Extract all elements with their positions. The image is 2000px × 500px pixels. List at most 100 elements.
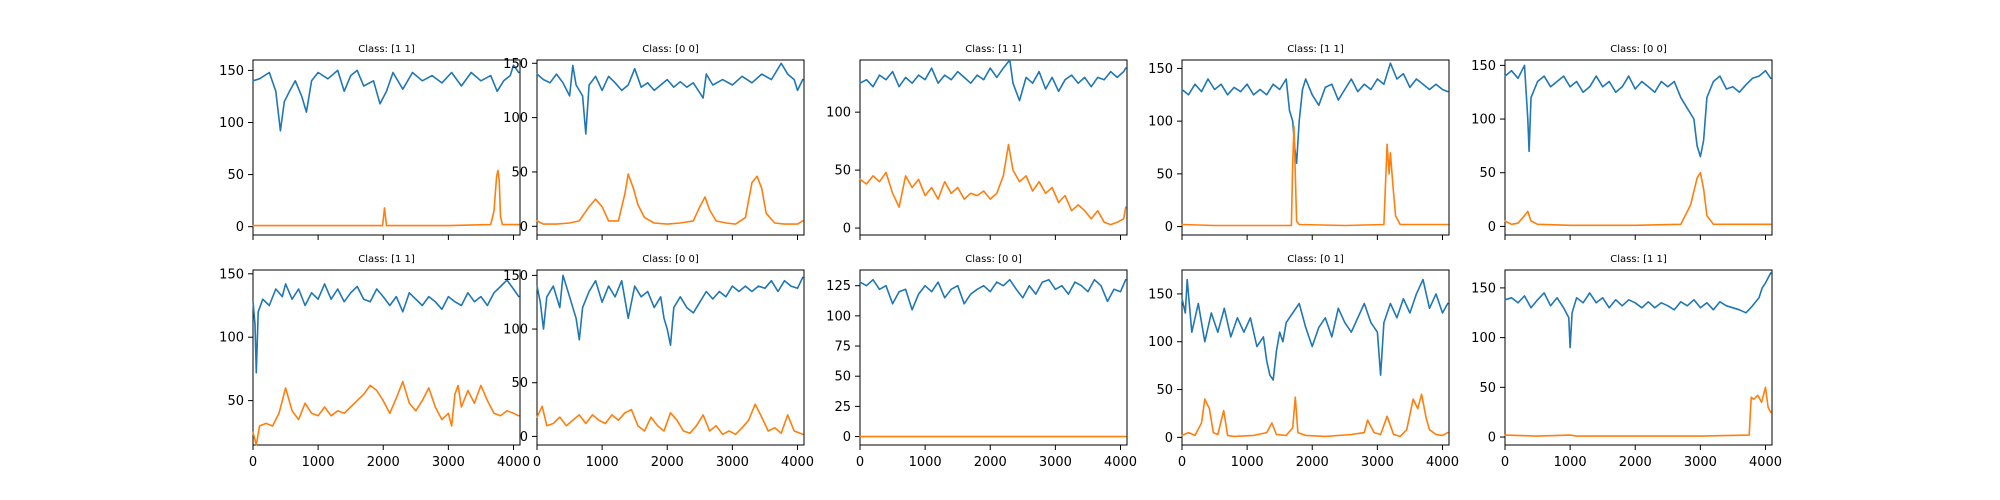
series-line-blue xyxy=(1504,272,1772,349)
subplot-10: Class: [1 1] 0 50 100 150 0 1000 2000 3000 4000 xyxy=(1471,254,1782,470)
x-tick-label: 4000 xyxy=(497,455,530,470)
y-tick-label: 50 xyxy=(511,165,528,180)
x-tick-label: 0 xyxy=(1178,455,1186,470)
series-line-blue xyxy=(252,279,520,374)
plot-frame xyxy=(536,269,805,446)
series-line-orange xyxy=(1181,125,1449,227)
x-tick-label: 4000 xyxy=(1104,455,1137,470)
y-tick-label: 0 xyxy=(1165,220,1173,235)
y-tick-label: 50 xyxy=(511,376,528,391)
series-line-blue xyxy=(536,62,804,135)
subplot-title: Class: [0 0] xyxy=(965,254,1022,265)
y-tick-label: 150 xyxy=(1471,281,1496,296)
x-tick-label: 3000 xyxy=(716,455,749,470)
subplot-1: Class: [1 1] 0 50 100 150 xyxy=(219,44,521,240)
subplot-title: Class: [0 0] xyxy=(642,44,699,55)
y-tick-label: 150 xyxy=(1148,287,1173,302)
y-tick-label: 125 xyxy=(826,279,851,294)
y-tick-label: 50 xyxy=(1156,383,1173,398)
y-tick-label: 100 xyxy=(219,331,244,346)
series-line-orange xyxy=(252,169,520,227)
subplot-title: Class: [1 1] xyxy=(358,254,415,265)
y-tick-label: 100 xyxy=(1471,331,1496,346)
subplot-4: Class: [1 1] 0 50 100 150 xyxy=(1148,44,1450,240)
y-tick-label: 50 xyxy=(227,394,244,409)
x-tick-label: 0 xyxy=(1501,455,1509,470)
subplot-title: Class: [1 1] xyxy=(358,44,415,55)
y-tick-label: 50 xyxy=(834,370,851,385)
y-tick-label: 0 xyxy=(1488,431,1496,446)
y-tick-label: 100 xyxy=(503,111,528,126)
series-line-blue xyxy=(536,274,804,346)
series-line-orange xyxy=(1504,386,1772,437)
x-tick-label: 2000 xyxy=(1619,455,1652,470)
y-tick-label: 50 xyxy=(1479,166,1496,181)
x-tick-label: 1000 xyxy=(1554,455,1587,470)
x-tick-label: 0 xyxy=(856,455,864,470)
subplot-title: Class: [1 1] xyxy=(1610,254,1667,265)
y-tick-label: 0 xyxy=(520,220,528,235)
series-line-orange xyxy=(859,143,1127,226)
series-line-orange xyxy=(1181,393,1449,438)
x-tick-label: 0 xyxy=(533,455,541,470)
x-tick-label: 4000 xyxy=(781,455,814,470)
y-tick-label: 25 xyxy=(834,400,851,415)
x-tick-label: 3000 xyxy=(432,455,465,470)
series-line-blue xyxy=(252,64,520,132)
x-tick-label: 1000 xyxy=(302,455,335,470)
series-line-orange xyxy=(536,173,804,225)
series-line-blue xyxy=(859,59,1127,102)
y-tick-label: 75 xyxy=(834,340,851,355)
plot-frame xyxy=(859,59,1128,236)
subplot-title: Class: [0 0] xyxy=(642,254,699,265)
y-tick-label: 0 xyxy=(520,430,528,445)
subplot-2: Class: [0 0] 0 50 100 150 xyxy=(503,44,805,240)
series-line-orange xyxy=(252,380,520,446)
x-tick-label: 2000 xyxy=(974,455,1007,470)
x-tick-label: 3000 xyxy=(1361,455,1394,470)
x-tick-label: 1000 xyxy=(1231,455,1264,470)
series-line-blue xyxy=(1181,278,1449,381)
series-line-blue xyxy=(859,278,1127,311)
y-tick-label: 100 xyxy=(826,309,851,324)
x-tick-label: 2000 xyxy=(651,455,684,470)
subplot-7: Class: [0 0] 0 50 100 150 0 1000 2000 3000 4000 xyxy=(503,254,814,470)
y-tick-label: 0 xyxy=(843,222,851,237)
x-tick-label: 0 xyxy=(249,455,257,470)
plot-frame xyxy=(1181,269,1450,446)
y-tick-label: 50 xyxy=(227,168,244,183)
y-tick-label: 150 xyxy=(219,267,244,282)
series-line-blue xyxy=(1181,62,1449,165)
y-tick-label: 100 xyxy=(1148,115,1173,130)
x-tick-label: 1000 xyxy=(909,455,942,470)
y-tick-label: 0 xyxy=(843,430,851,445)
x-tick-label: 2000 xyxy=(1296,455,1329,470)
subplot-3: Class: [1 1] 0 50 100 xyxy=(826,44,1128,240)
x-tick-label: 3000 xyxy=(1684,455,1717,470)
subplot-5: Class: [0 0] 0 50 100 150 xyxy=(1471,44,1773,240)
y-tick-label: 150 xyxy=(503,269,528,284)
x-tick-label: 2000 xyxy=(367,455,400,470)
y-tick-label: 100 xyxy=(503,323,528,338)
y-tick-label: 100 xyxy=(1148,335,1173,350)
plot-frame xyxy=(859,269,1128,446)
y-tick-label: 0 xyxy=(236,220,244,235)
y-tick-label: 100 xyxy=(219,116,244,131)
x-tick-label: 4000 xyxy=(1749,455,1782,470)
y-tick-label: 50 xyxy=(1479,381,1496,396)
subplot-title: Class: [0 0] xyxy=(1610,44,1667,55)
x-tick-label: 4000 xyxy=(1426,455,1459,470)
plot-frame xyxy=(252,269,521,446)
series-line-blue xyxy=(1504,64,1772,158)
x-tick-label: 1000 xyxy=(586,455,619,470)
y-tick-label: 100 xyxy=(1471,113,1496,128)
y-tick-label: 150 xyxy=(219,64,244,79)
y-tick-label: 150 xyxy=(503,57,528,72)
y-tick-label: 0 xyxy=(1488,220,1496,235)
y-tick-label: 150 xyxy=(1471,59,1496,74)
subplot-9: Class: [0 1] 0 50 100 150 0 1000 2000 3000 4000 xyxy=(1148,254,1459,470)
subplot-8: Class: [0 0] 0 25 50 75 100 125 0 1000 2000 3000 40… xyxy=(826,254,1137,470)
plot-frame xyxy=(1504,269,1773,446)
